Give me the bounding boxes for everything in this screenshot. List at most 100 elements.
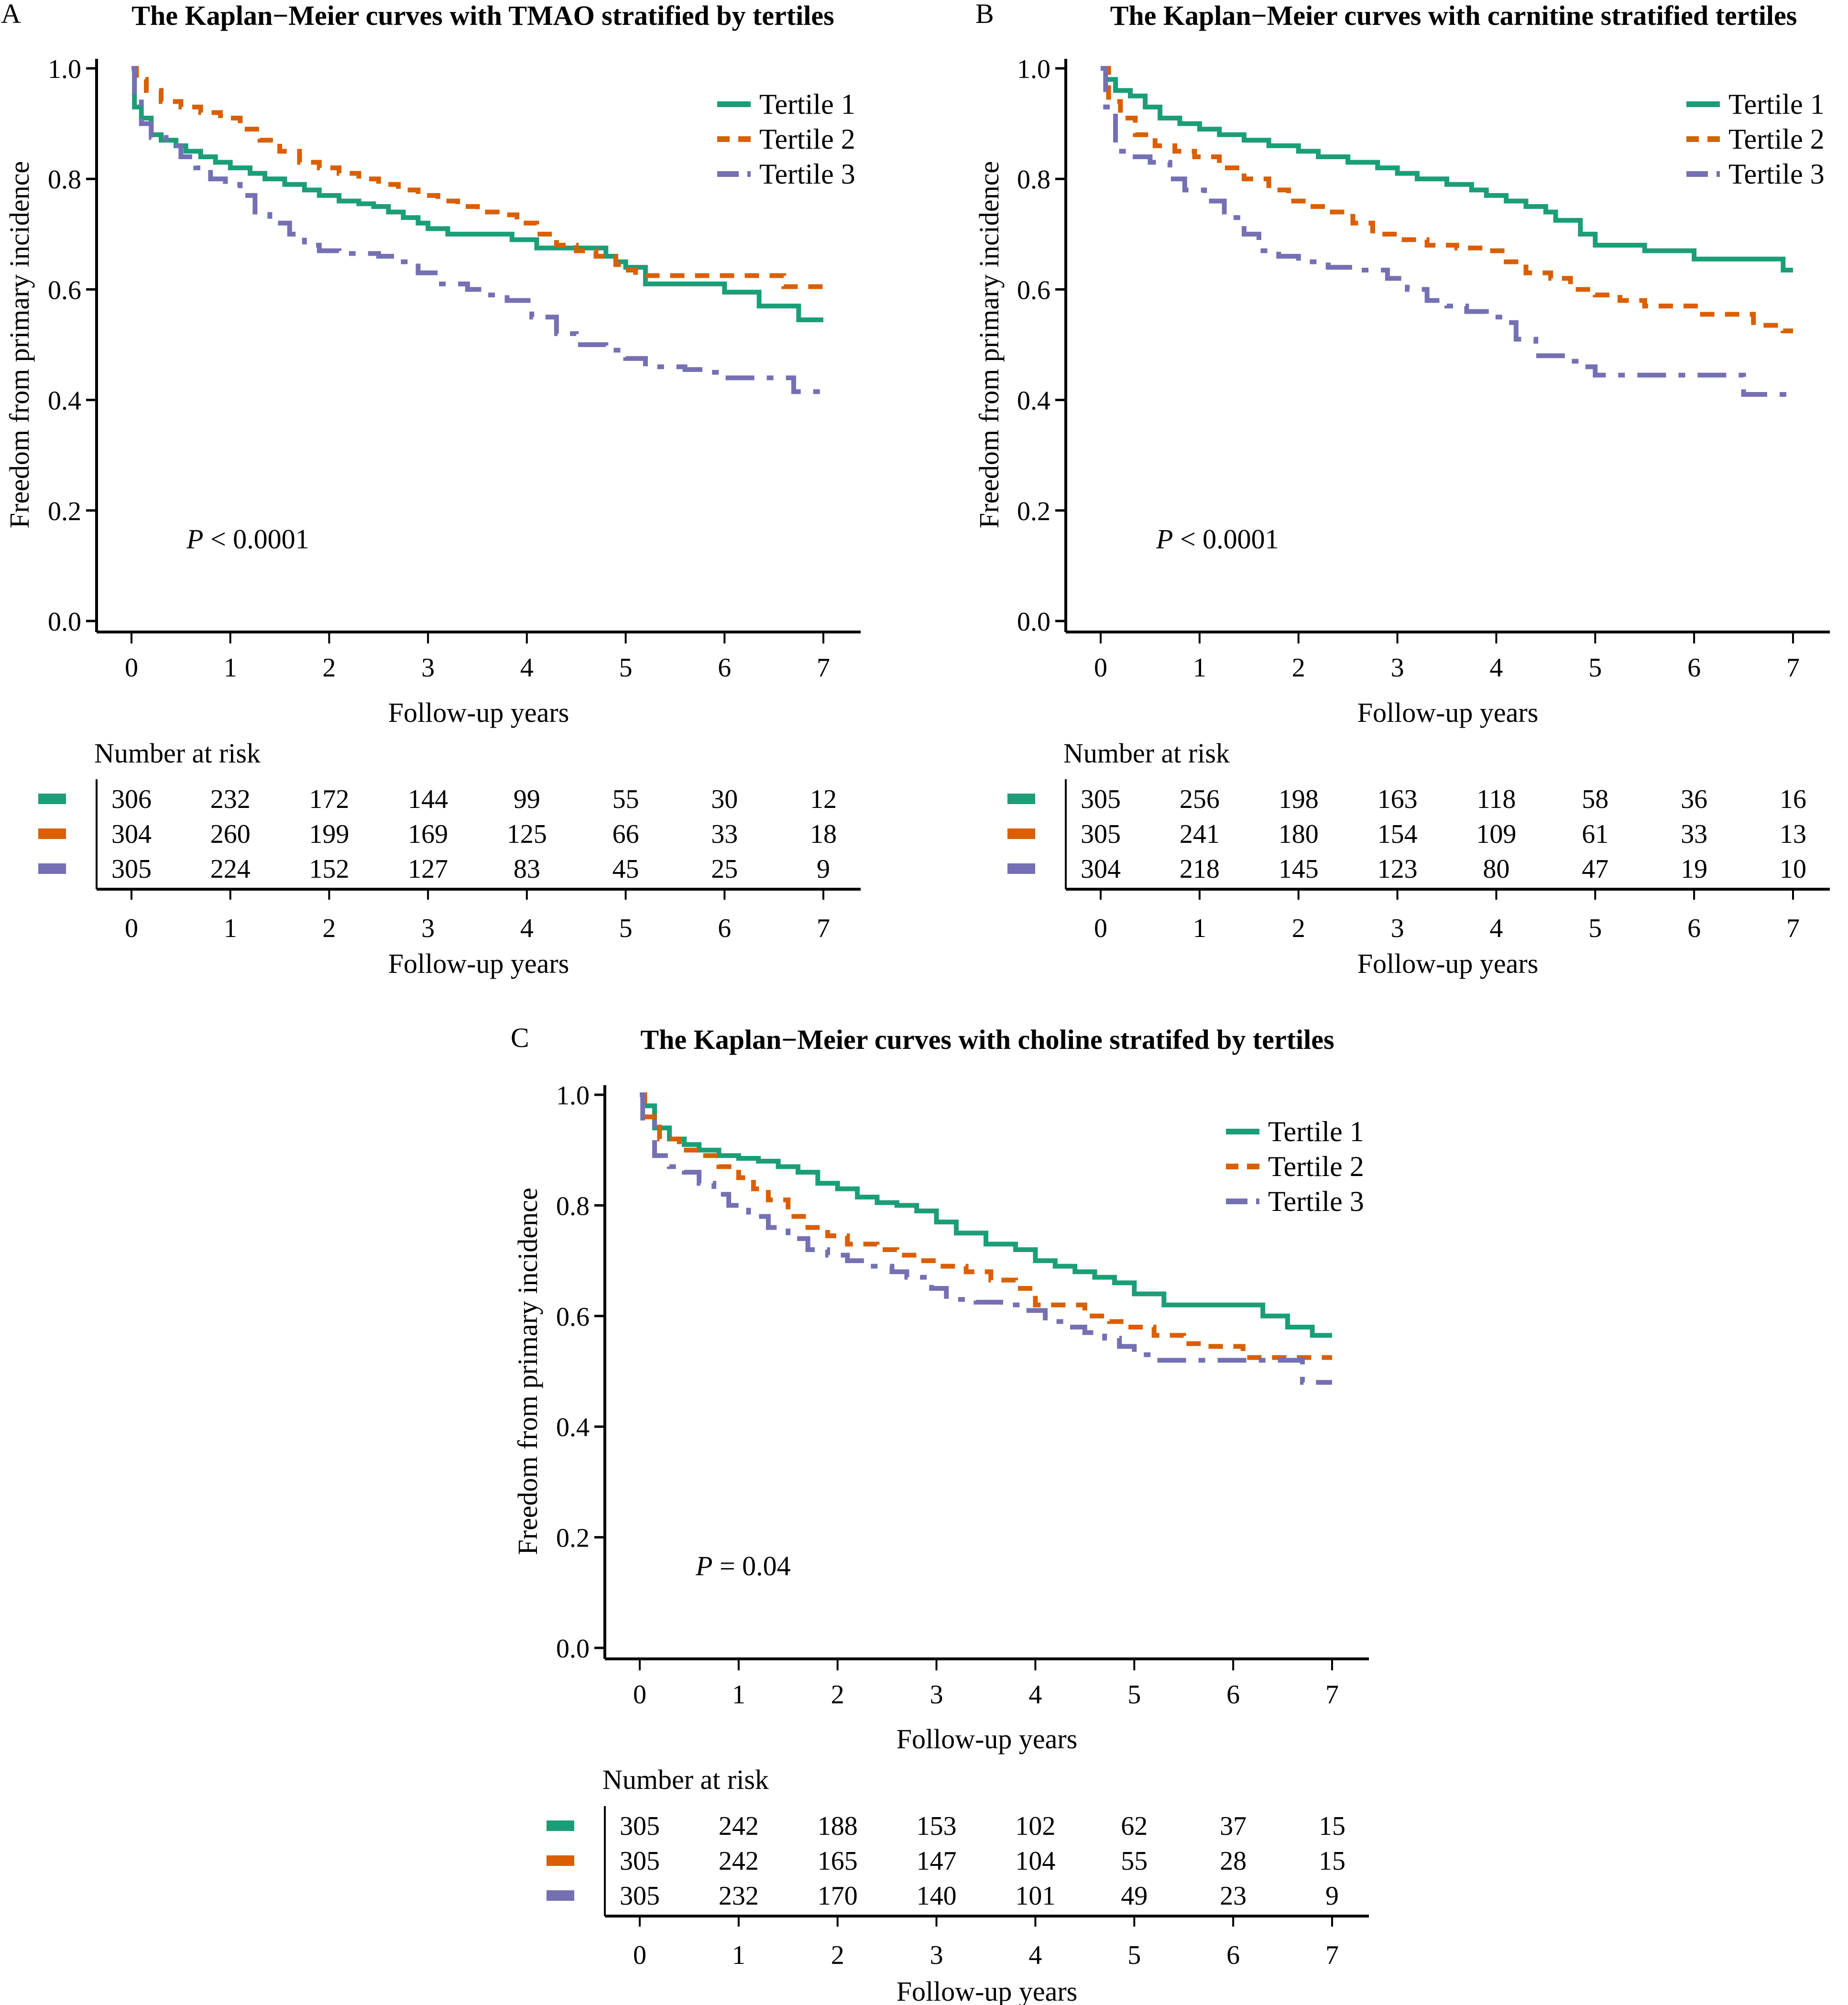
risk-count: 241 (1180, 819, 1220, 849)
y-tick-label: 0.0 (556, 1634, 590, 1664)
risk-count: 99 (514, 785, 540, 814)
risk-count: 180 (1279, 819, 1319, 849)
risk-count: 218 (1180, 854, 1220, 884)
risk-x-tick-label: 2 (322, 914, 336, 943)
risk-count: 199 (309, 819, 349, 849)
x-tick-label: 6 (1687, 653, 1701, 683)
risk-x-tick-label: 7 (1786, 914, 1800, 943)
x-tick-label: 3 (421, 653, 435, 683)
risk-x-tick-label: 4 (520, 914, 534, 943)
risk-count: 304 (111, 819, 152, 849)
risk-count: 49 (1121, 1881, 1148, 1911)
panel-c: C The Kaplan−Meier curves with choline s… (511, 1022, 1369, 2005)
y-tick-label: 0.0 (48, 607, 81, 637)
risk-x-tick-label: 1 (224, 914, 237, 943)
x-tick-label: 0 (1094, 653, 1107, 683)
x-tick-label: 1 (224, 653, 237, 683)
risk-count: 28 (1220, 1846, 1247, 1876)
x-tick-label: 4 (1028, 1680, 1042, 1710)
x-tick-label: 6 (1226, 1680, 1240, 1710)
risk-count: 305 (111, 854, 152, 884)
risk-count: 45 (612, 854, 639, 884)
risk-x-tick-label: 0 (1094, 914, 1107, 943)
legend-label: Tertile 1 (759, 88, 855, 120)
risk-x-axis-label: Follow-up years (388, 948, 569, 979)
risk-x-tick-label: 5 (1127, 1940, 1141, 1970)
p-value-annotation: P = 0.04 (695, 1550, 791, 1581)
x-tick-label: 5 (619, 653, 633, 683)
risk-x-tick-label: 2 (1292, 914, 1305, 943)
panel-letter: C (511, 1022, 529, 1053)
x-tick-label: 1 (1193, 653, 1206, 683)
risk-count: 147 (917, 1846, 957, 1876)
legend-label: Tertile 3 (759, 158, 855, 190)
y-tick-label: 0.6 (48, 275, 81, 305)
x-tick-label: 5 (1127, 1680, 1141, 1710)
km-curve-tertile-3 (131, 66, 823, 394)
risk-count: 118 (1476, 785, 1516, 814)
risk-count: 33 (1681, 819, 1707, 849)
risk-count: 165 (818, 1846, 858, 1876)
risk-count: 61 (1582, 819, 1608, 849)
y-tick-label: 0.2 (556, 1524, 590, 1553)
risk-count: 127 (408, 854, 448, 884)
panel-letter: B (975, 0, 994, 29)
risk-table-title: Number at risk (602, 1764, 769, 1795)
km-curve-tertile-2 (131, 66, 823, 289)
km-curve-tertile-3 (1101, 66, 1793, 397)
risk-count: 36 (1681, 785, 1707, 814)
risk-x-tick-label: 2 (831, 1940, 844, 1970)
risk-count: 83 (514, 854, 540, 884)
risk-table-title: Number at risk (94, 738, 261, 769)
risk-count: 12 (810, 785, 837, 814)
x-tick-label: 7 (1786, 653, 1800, 683)
x-tick-label: 1 (732, 1680, 745, 1710)
risk-count: 80 (1483, 854, 1509, 884)
x-axis-label: Follow-up years (897, 1723, 1078, 1754)
risk-count: 33 (711, 819, 738, 849)
risk-count: 62 (1121, 1811, 1148, 1841)
risk-x-tick-label: 1 (732, 1940, 745, 1970)
y-tick-label: 0.4 (48, 386, 81, 416)
risk-count: 102 (1015, 1811, 1055, 1841)
y-tick-label: 0.2 (48, 497, 81, 526)
y-tick-label: 0.8 (48, 165, 81, 195)
risk-row-color-key (38, 794, 66, 804)
y-axis-label: Freedom from primary incidence (4, 161, 35, 528)
risk-count: 304 (1081, 854, 1121, 884)
x-tick-label: 2 (322, 653, 336, 683)
chart-title: The Kaplan−Meier curves with choline str… (640, 1024, 1334, 1055)
risk-count: 163 (1378, 785, 1418, 814)
risk-row-color-key (38, 863, 66, 874)
risk-count: 140 (917, 1881, 957, 1911)
risk-count: 153 (917, 1811, 957, 1841)
risk-count: 144 (408, 785, 448, 814)
risk-count: 305 (1081, 819, 1121, 849)
risk-x-tick-label: 3 (421, 914, 435, 943)
legend-label: Tertile 2 (1268, 1151, 1364, 1182)
risk-x-axis-label: Follow-up years (897, 1976, 1078, 2005)
risk-count: 47 (1582, 854, 1608, 884)
km-curve-tertile-1 (640, 1092, 1332, 1338)
risk-count: 152 (309, 854, 349, 884)
risk-table-title: Number at risk (1063, 738, 1230, 769)
risk-x-tick-label: 5 (619, 914, 633, 943)
y-tick-label: 0.6 (556, 1302, 590, 1332)
risk-count: 23 (1220, 1881, 1247, 1911)
y-tick-label: 0.8 (1017, 165, 1050, 195)
legend-label: Tertile 1 (1728, 88, 1825, 120)
x-tick-label: 6 (718, 653, 731, 683)
y-tick-label: 0.0 (1017, 607, 1050, 637)
risk-row-color-key (1007, 794, 1035, 804)
x-tick-label: 2 (1292, 653, 1305, 683)
risk-count: 13 (1780, 819, 1806, 849)
risk-x-tick-label: 0 (125, 914, 138, 943)
risk-count: 169 (408, 819, 448, 849)
km-curve-tertile-1 (1101, 66, 1793, 272)
risk-count: 172 (309, 785, 349, 814)
risk-count: 154 (1378, 819, 1418, 849)
y-tick-label: 1.0 (556, 1081, 590, 1111)
risk-count: 170 (818, 1881, 858, 1911)
km-curve-tertile-1 (131, 66, 823, 322)
